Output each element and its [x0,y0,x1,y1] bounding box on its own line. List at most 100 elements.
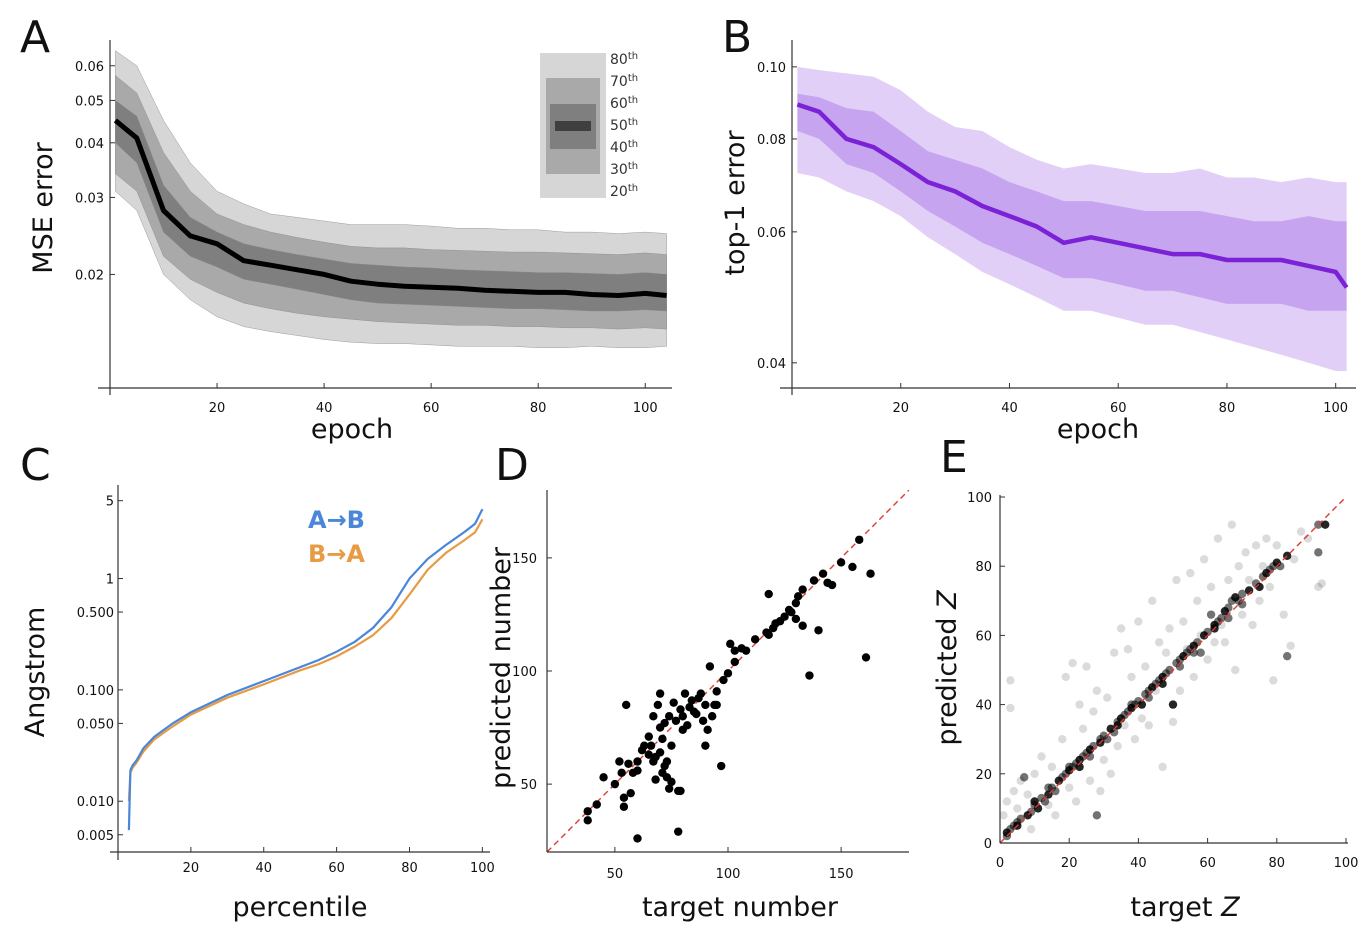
faint-point [1244,575,1254,585]
faint-point [1289,555,1299,564]
x-tick-label: 60 [423,401,440,416]
faint-point [1296,527,1306,536]
data-point [687,696,696,705]
data-point [674,827,683,836]
faint-point [1258,562,1268,571]
percentile-band-3 [115,100,667,312]
d-xlabel: target number [642,892,839,923]
faint-point [1213,534,1223,543]
data-point [798,621,807,630]
faint-point [1262,534,1271,543]
y-tick-label: 5 [106,495,114,510]
data-point [667,777,676,787]
faint-point [1009,786,1019,796]
faint-point [1127,672,1136,682]
panel-b: 20 40 60 80 100 0.04 0.06 0.08 0.10 epoch top-1 … [720,40,1356,445]
data-point [683,721,692,730]
data-point [793,592,803,601]
data-point [750,635,760,644]
x-tick-label: 100 [633,401,658,416]
x-tick-label: 60 [1199,856,1216,871]
faint-point [1123,645,1133,654]
data-point [664,712,674,721]
data-point [658,734,667,744]
faint-point [1092,686,1102,695]
data-point [809,576,819,585]
x-tick-label: 40 [1001,401,1018,416]
data-point [1092,811,1102,820]
y-tick-label: 0.05 [75,94,104,109]
data-point [696,689,706,698]
a-xlabel: epoch [311,414,393,445]
e-ylabel-var: Z [932,590,963,610]
median-line [113,118,667,298]
panel-e: 0 20 40 60 80 100 0 20 40 60 80 100 target Z predic… [932,491,1358,923]
c-ylabel: Angstrom [20,607,51,738]
e-ylabel-text: predicted [932,609,963,746]
y-tick-label: 150 [512,552,537,567]
faint-point [1030,769,1039,778]
x-tick-label: 20 [183,861,200,876]
data-point [1013,818,1022,827]
faint-point [1058,735,1067,744]
y-tick-label: 80 [975,560,992,575]
faint-point [1006,676,1015,685]
x-tick-label: 20 [892,401,909,416]
faint-point [1120,721,1129,730]
e-xlabel: target Z [1130,892,1240,923]
data-point [827,580,837,590]
x-tick-label: 80 [401,861,418,876]
faint-point [1075,700,1084,709]
data-point [667,741,676,750]
data-point [669,698,678,707]
data-point [741,646,751,655]
faint-point [1130,735,1140,744]
faint-point [1085,776,1095,785]
faint-point [1175,686,1185,695]
faint-point [1103,693,1112,702]
faint-point [1061,672,1070,682]
faint-point [1224,575,1233,585]
faint-point [1134,617,1143,626]
data-point [640,741,649,750]
panel-label-d: D [495,440,529,491]
data-point [707,712,717,721]
data-point [723,669,733,678]
data-point [1127,700,1136,709]
data-point [780,612,789,621]
data-point [599,773,608,782]
legend-median [555,121,591,131]
legend-label: 70th [610,73,638,90]
b-xlabel: epoch [1057,414,1139,445]
b-ylabel: top-1 error [720,130,751,276]
x-tick-label: 60 [1110,401,1127,416]
data-point [651,775,660,784]
data-point [1158,679,1167,689]
data-point [655,748,665,757]
faint-point [1051,811,1060,820]
faint-point [1193,596,1202,605]
y-tick-label: 60 [975,629,992,644]
x-tick-label: 100 [1334,856,1359,871]
faint-point [1037,752,1046,761]
data-point [583,816,592,825]
faint-point [1161,648,1171,657]
x-tick-label: 40 [316,401,333,416]
faint-point [1265,582,1275,592]
x-tick-label: 150 [829,867,854,882]
faint-point [1144,721,1153,730]
data-point [624,759,633,768]
faint-point [1241,548,1250,557]
faint-point [1231,665,1240,675]
x-tick-label: 100 [716,867,741,882]
data-point [633,757,642,766]
panel-label-b: B [722,12,752,63]
y-tick-label: 0.08 [757,133,786,148]
faint-point [1109,648,1119,657]
data-point [649,712,658,721]
data-point [592,800,601,809]
data-point [626,788,635,798]
data-point [1203,627,1212,637]
data-point [848,562,857,572]
